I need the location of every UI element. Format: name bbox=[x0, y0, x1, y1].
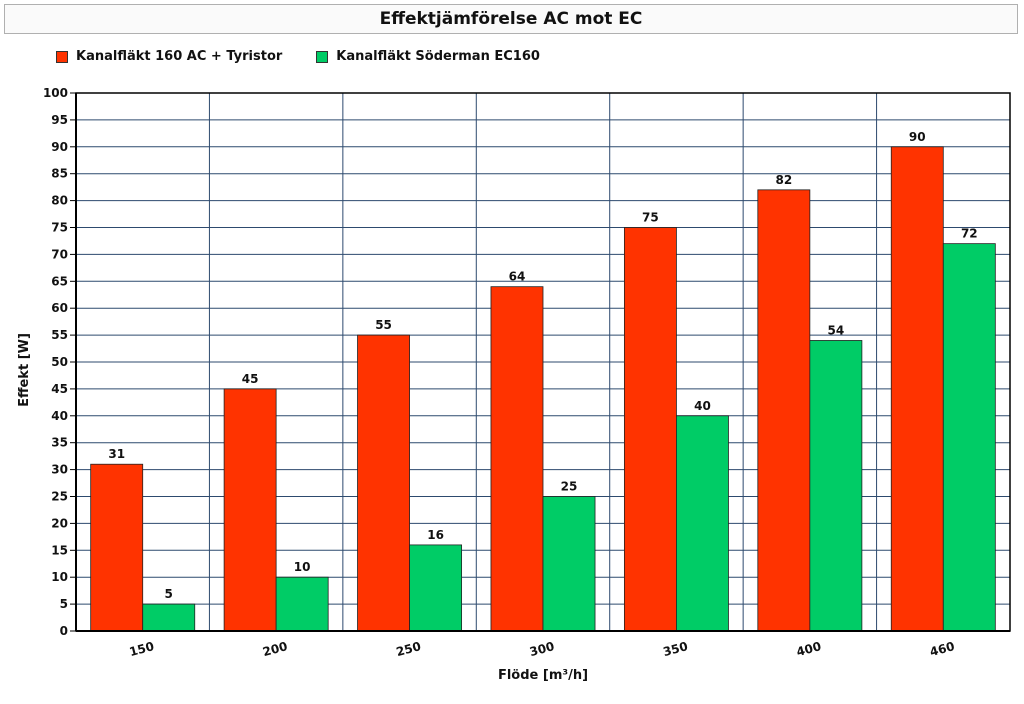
x-tick-label: 350 bbox=[661, 639, 689, 659]
y-tick-label: 75 bbox=[51, 221, 68, 235]
data-label: 45 bbox=[242, 372, 259, 386]
y-tick-label: 90 bbox=[51, 140, 68, 154]
bar-ac bbox=[890, 146, 944, 632]
bar-ac bbox=[90, 463, 144, 632]
y-tick-label: 25 bbox=[51, 490, 68, 504]
bar-ec bbox=[676, 415, 729, 632]
y-tick-label: 95 bbox=[51, 113, 68, 127]
data-label: 31 bbox=[108, 447, 125, 461]
y-tick-label: 70 bbox=[51, 247, 68, 261]
data-label: 72 bbox=[961, 227, 978, 241]
legend-item-ac: Kanalfläkt 160 AC + Tyristor bbox=[56, 49, 282, 64]
legend-swatch-ec bbox=[316, 50, 329, 63]
y-tick-label: 20 bbox=[51, 516, 68, 530]
value-labels: 31 5 45 10 55 16 64 25 75 40 82 54 90 72 bbox=[108, 130, 977, 601]
y-tick-label: 60 bbox=[51, 301, 68, 315]
bar-ec bbox=[275, 576, 329, 632]
y-tick-label: 15 bbox=[51, 543, 68, 557]
y-tick-label: 0 bbox=[60, 624, 68, 638]
legend-label-ac: Kanalfläkt 160 AC + Tyristor bbox=[76, 49, 283, 64]
data-label: 10 bbox=[294, 560, 311, 574]
data-label: 40 bbox=[694, 399, 711, 413]
bar-ac bbox=[490, 286, 544, 632]
bar-ec bbox=[409, 544, 463, 632]
y-tick-label: 55 bbox=[51, 328, 68, 342]
y-tick-label: 10 bbox=[51, 570, 68, 584]
y-tick-label: 40 bbox=[51, 409, 68, 423]
y-tick-label: 5 bbox=[60, 597, 68, 611]
x-tick-label: 200 bbox=[261, 639, 289, 659]
y-tick-label: 85 bbox=[51, 167, 68, 181]
legend-swatch-ac bbox=[56, 50, 68, 63]
y-tick-label: 50 bbox=[51, 355, 68, 369]
legend-label-ec: Kanalfläkt Söderman EC160 bbox=[336, 49, 540, 64]
x-axis-label: Flöde [m³/h] bbox=[498, 668, 588, 683]
y-tick-label: 65 bbox=[51, 274, 68, 288]
bar-ac bbox=[757, 189, 811, 632]
y-tick-label: 80 bbox=[51, 194, 68, 208]
data-label: 64 bbox=[509, 270, 526, 284]
data-label: 82 bbox=[775, 173, 792, 187]
axes: 0 5 10 15 20 25 30 35 40 45 50 55 60 65 70 75 80 85 90 95 10… bbox=[43, 86, 1011, 659]
bar-ac bbox=[223, 388, 277, 632]
chart-title: Effektjämförelse AC mot EC bbox=[379, 9, 643, 29]
bar-ac bbox=[623, 227, 677, 632]
y-tick-label: 30 bbox=[51, 463, 68, 477]
data-label: 54 bbox=[828, 323, 845, 337]
bars bbox=[90, 146, 996, 632]
data-label: 90 bbox=[909, 130, 926, 144]
bar-ec bbox=[542, 496, 596, 632]
data-label: 55 bbox=[375, 318, 392, 332]
x-tick-label: 300 bbox=[528, 639, 556, 659]
y-axis-label: Effekt [W] bbox=[17, 333, 32, 407]
legend-item-ec: Kanalfläkt Söderman EC160 bbox=[316, 49, 540, 64]
bar-ec bbox=[942, 243, 996, 632]
x-tick-label: 460 bbox=[928, 639, 956, 659]
y-tick-label: 45 bbox=[51, 382, 68, 396]
legend: Kanalfläkt 160 AC + Tyristor Kanalfläkt … bbox=[56, 49, 540, 64]
data-label: 75 bbox=[642, 211, 659, 225]
x-tick-label: 250 bbox=[395, 639, 423, 659]
y-tick-label: 35 bbox=[51, 436, 68, 450]
data-label: 5 bbox=[165, 587, 173, 601]
chart-title-box: Effektjämförelse AC mot EC bbox=[4, 4, 1018, 34]
x-tick-label: 400 bbox=[795, 639, 823, 659]
x-tick-label: 150 bbox=[128, 639, 156, 659]
data-label: 25 bbox=[561, 480, 578, 494]
bar-ec bbox=[142, 603, 196, 632]
data-label: 16 bbox=[427, 528, 444, 542]
bar-ac bbox=[357, 334, 410, 632]
bar-ec bbox=[809, 340, 863, 632]
y-tick-label: 100 bbox=[43, 86, 68, 100]
